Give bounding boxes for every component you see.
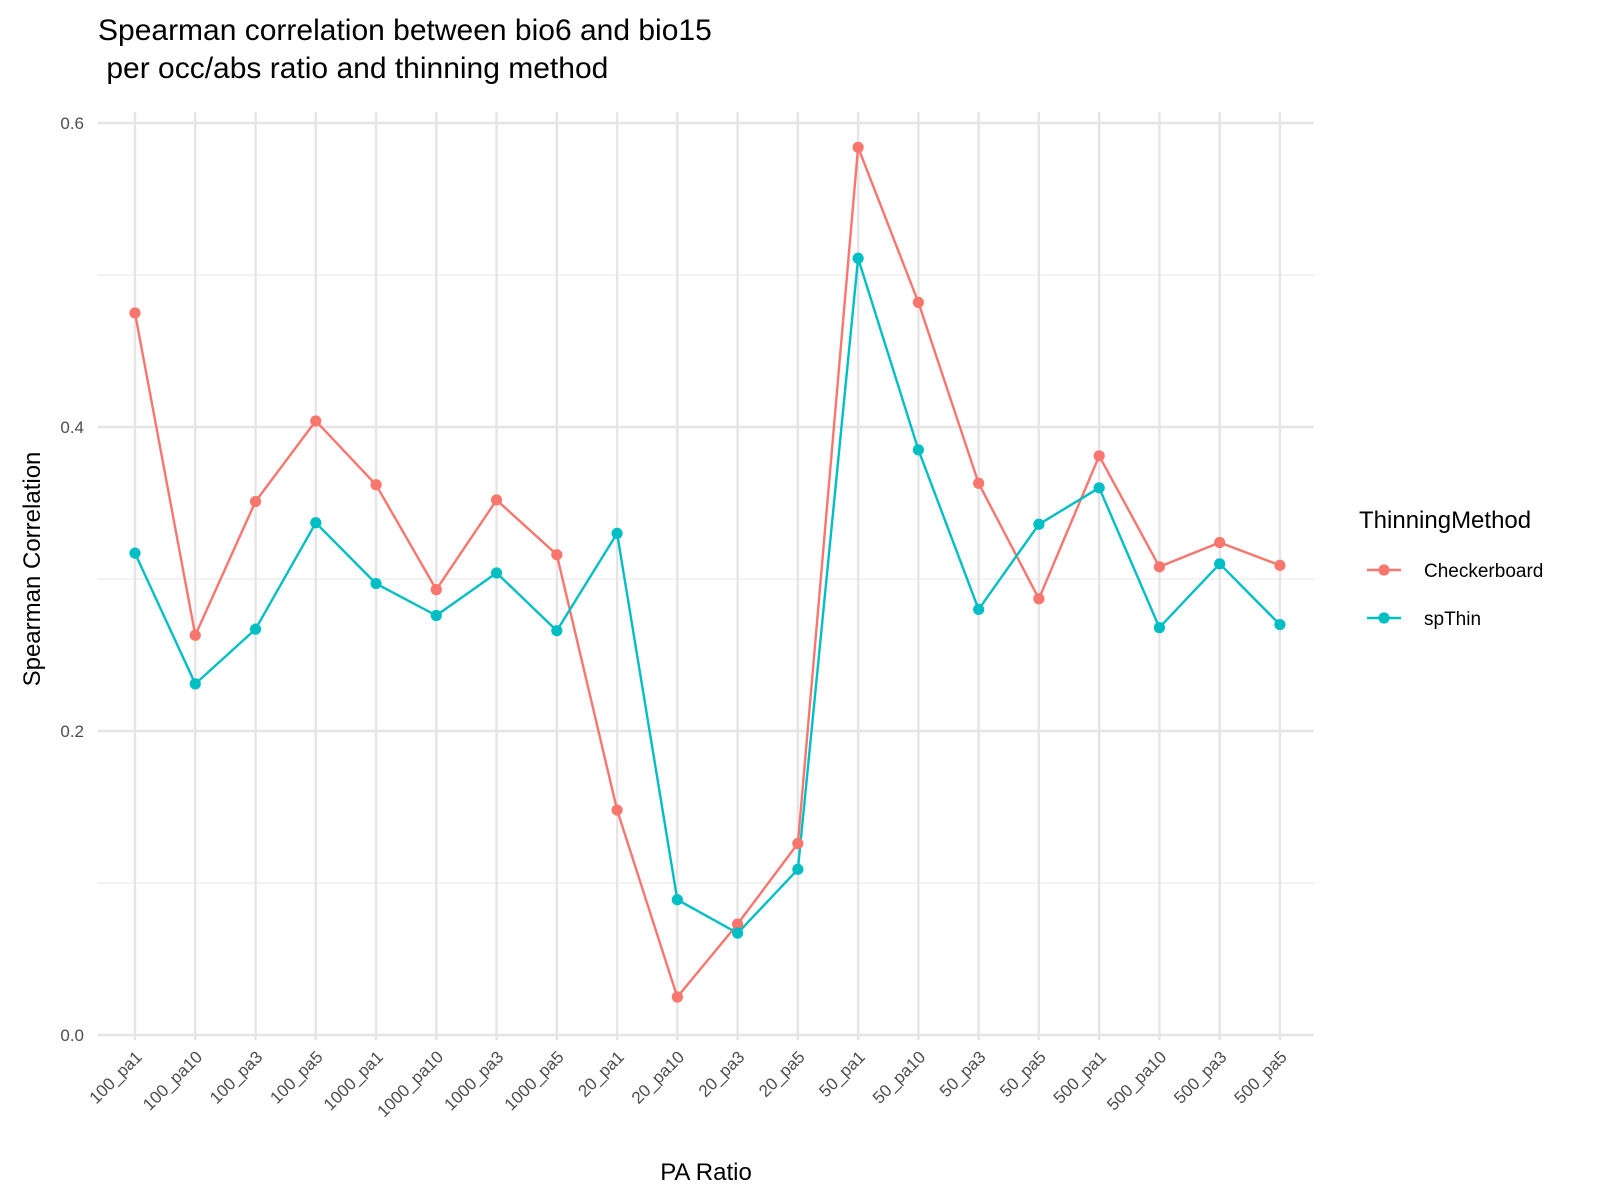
x-tick-label: 1000_pa5: [501, 1047, 568, 1114]
y-tick-label: 0.0: [60, 1026, 84, 1045]
x-tick-label: 100_pa3: [206, 1047, 266, 1107]
x-tick-label: 100_pa5: [266, 1047, 326, 1107]
x-tick-label: 1000_pa3: [440, 1047, 507, 1114]
data-point-checkerboard: [1274, 559, 1286, 571]
data-point-spthin: [1153, 622, 1166, 634]
data-point-checkerboard: [310, 415, 322, 427]
data-point-spthin: [1033, 518, 1045, 530]
data-point-spthin: [912, 444, 924, 456]
data-point-checkerboard: [671, 991, 683, 1003]
data-point-spthin: [1093, 482, 1105, 494]
data-point-checkerboard: [249, 495, 262, 508]
x-tick-label: 20_pa10: [628, 1047, 688, 1107]
x-tick-label: 100_pa1: [86, 1047, 146, 1107]
x-tick-label: 20_pa5: [755, 1047, 809, 1101]
x-tick-label: 50_pa5: [996, 1047, 1050, 1101]
data-point-checkerboard: [430, 584, 442, 596]
x-tick-label: 20_pa1: [574, 1047, 628, 1101]
x-tick-label: 50_pa1: [815, 1047, 869, 1101]
data-point-checkerboard: [611, 804, 623, 816]
data-point-spthin: [490, 567, 503, 579]
data-point-spthin: [1274, 619, 1286, 631]
data-point-spthin: [671, 894, 683, 906]
data-point-checkerboard: [973, 477, 985, 489]
x-tick-label: 500_pa5: [1231, 1047, 1291, 1107]
legend-key-point: [1378, 612, 1390, 624]
data-point-spthin: [732, 927, 744, 939]
data-point-spthin: [792, 863, 804, 875]
legend-key-point: [1378, 564, 1390, 576]
x-tick-label: 20_pa3: [695, 1047, 749, 1101]
legend-label: spThin: [1424, 609, 1481, 630]
x-tick-label: 500_pa1: [1050, 1047, 1110, 1107]
y-tick-label: 0.4: [60, 418, 84, 437]
series-lines: [133, 146, 1281, 999]
y-tick-labels: 0.0 0.2 0.4 0.6: [60, 114, 84, 1045]
data-point-spthin: [973, 603, 985, 616]
x-tick-label: 500_pa10: [1103, 1047, 1170, 1114]
data-point-spthin: [611, 527, 623, 540]
grid-lines: [98, 112, 1314, 1040]
data-point-spthin: [249, 623, 262, 635]
data-point-checkerboard: [852, 141, 864, 153]
data-point-spthin: [189, 678, 201, 690]
data-point-spthin: [370, 577, 382, 590]
data-point-spthin: [551, 625, 563, 637]
legend-label: Checkerboard: [1424, 561, 1543, 582]
y-tick-label: 0.2: [60, 722, 84, 741]
data-point-checkerboard: [551, 549, 563, 561]
chart-title-line-1: Spearman correlation between bio6 and bi…: [98, 14, 712, 47]
legend-title: ThinningMethod: [1359, 507, 1531, 534]
y-tick-label: 0.6: [60, 114, 84, 133]
x-tick-label: 1000_pa10: [374, 1047, 448, 1121]
chart-title-line-2: per occ/abs ratio and thinning method: [98, 52, 609, 85]
series-line-checkerboard: [133, 146, 1281, 999]
data-point-checkerboard: [1214, 536, 1226, 549]
data-point-checkerboard: [189, 629, 201, 641]
data-point-checkerboard: [370, 479, 382, 491]
y-axis-title: Spearman Correlation: [19, 452, 46, 687]
data-point-checkerboard: [1093, 450, 1105, 462]
x-axis-title: PA Ratio: [660, 1159, 752, 1186]
x-tick-label: 50_pa10: [869, 1047, 929, 1107]
data-point-spthin: [1214, 558, 1226, 570]
data-point-checkerboard: [912, 296, 924, 308]
data-point-spthin: [310, 517, 322, 529]
data-point-checkerboard: [1033, 593, 1045, 605]
data-point-checkerboard: [792, 837, 804, 850]
data-point-spthin: [430, 609, 442, 622]
data-point-spthin: [129, 547, 141, 559]
legend: ThinningMethod Checkerboard spThin: [1359, 507, 1543, 630]
x-tick-label: 50_pa3: [936, 1047, 990, 1101]
data-point-checkerboard: [732, 918, 744, 930]
x-tick-label: 100_pa10: [139, 1047, 206, 1114]
data-point-spthin: [852, 252, 864, 264]
series-points: [129, 141, 1286, 1003]
x-tick-label: 500_pa3: [1170, 1047, 1230, 1107]
data-point-checkerboard: [490, 494, 503, 506]
data-point-checkerboard: [129, 307, 141, 319]
series-line-spthin: [133, 257, 1281, 935]
data-point-checkerboard: [1153, 561, 1166, 573]
